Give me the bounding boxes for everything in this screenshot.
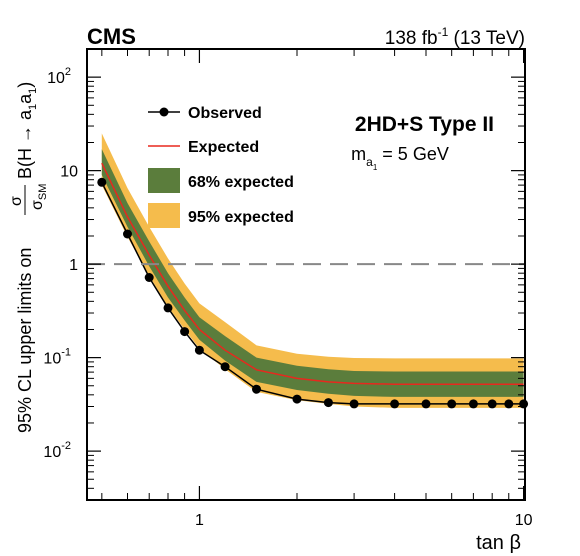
- observed-point: [220, 362, 230, 372]
- y-tick-exp: -1: [61, 347, 71, 359]
- observed-point: [144, 273, 154, 282]
- observed-point: [519, 399, 529, 409]
- x-tick-label: 10: [515, 512, 533, 529]
- y-tick-label: 1: [69, 257, 78, 274]
- y-tick-base: 10: [60, 164, 78, 181]
- observed-point: [323, 398, 333, 408]
- expected-line: [101, 162, 524, 385]
- y-tick-label: 102: [47, 66, 71, 87]
- lumi-base: 138 fb: [385, 28, 438, 49]
- experiment-label: CMS: [87, 24, 136, 49]
- legend-95-swatch: [148, 203, 180, 228]
- observed-point: [349, 399, 359, 409]
- lumi-rest: (13 TeV): [448, 28, 525, 49]
- y-tick-exp: -2: [61, 440, 71, 452]
- y-tick-base: 10: [43, 351, 61, 368]
- legend-observed-marker: [159, 107, 169, 117]
- x-axis-label: tan β: [476, 532, 521, 554]
- observed-point: [504, 399, 514, 409]
- model-label: 2HD+S Type II: [355, 113, 494, 136]
- observed-point: [468, 399, 478, 409]
- y-br-sub1: 1: [27, 104, 39, 110]
- legend-68-swatch: [148, 168, 180, 193]
- mass-rest: = 5 GeV: [377, 144, 449, 164]
- observed-point: [421, 399, 431, 409]
- legend-95-label: 95% expected: [188, 209, 294, 226]
- y-axis-label: 95% CL upper limits on σ σSM B(H → a1a1): [8, 82, 49, 433]
- y-axis-frac-den: σSM: [29, 184, 49, 210]
- observed-point: [447, 399, 457, 409]
- y-axis-frac-den-sub: SM: [37, 184, 49, 201]
- x-tick-label: 1: [195, 512, 204, 529]
- y-tick-exp: 2: [65, 66, 71, 78]
- y-tick-label: 10-1: [43, 347, 71, 368]
- y-tick-label: 10: [60, 164, 78, 181]
- y-axis-frac-den-sigma: σ: [29, 200, 46, 210]
- observed-point: [180, 327, 190, 337]
- mass-label: ma1 = 5 GeV: [351, 144, 449, 172]
- y-axis-frac-num: σ: [8, 196, 25, 206]
- plot-frame: [86, 48, 526, 501]
- legend-68-label: 68% expected: [188, 174, 294, 191]
- legend-expected-label: Expected: [188, 139, 259, 156]
- observed-point: [97, 177, 107, 187]
- y-br-a: B(H → a: [15, 109, 35, 179]
- observed-point: [292, 394, 302, 404]
- observed-point: [252, 384, 261, 394]
- y-br-end: ): [15, 82, 35, 88]
- y-tick-base: 10: [43, 444, 61, 461]
- mass-sub-1: 1: [373, 163, 378, 172]
- mass-m: m: [351, 144, 366, 164]
- y-axis-label-br: B(H → a1a1): [15, 82, 39, 179]
- lumi-sup: -1: [438, 25, 449, 39]
- y-tick-base: 10: [47, 70, 65, 87]
- observed-point: [487, 399, 497, 409]
- mass-sub-a: a: [366, 155, 373, 169]
- y-axis-label-prefix: 95% CL upper limits on: [15, 248, 35, 433]
- y-tick-base: 1: [69, 257, 78, 274]
- observed-point: [123, 229, 132, 239]
- observed-point: [390, 399, 400, 409]
- legend: Observed Expected 68% expected 95% expec…: [148, 105, 294, 228]
- legend-observed-label: Observed: [188, 105, 262, 122]
- observed-point: [194, 345, 204, 355]
- y-br-sub2: 1: [27, 88, 39, 94]
- y-tick-label: 10-2: [43, 440, 71, 461]
- observed-point: [163, 303, 173, 313]
- lumi-label: 138 fb-1 (13 TeV): [385, 25, 525, 49]
- points-layer: [97, 177, 529, 409]
- y-br-mid: a: [15, 93, 35, 104]
- ticks-layer: [87, 48, 525, 501]
